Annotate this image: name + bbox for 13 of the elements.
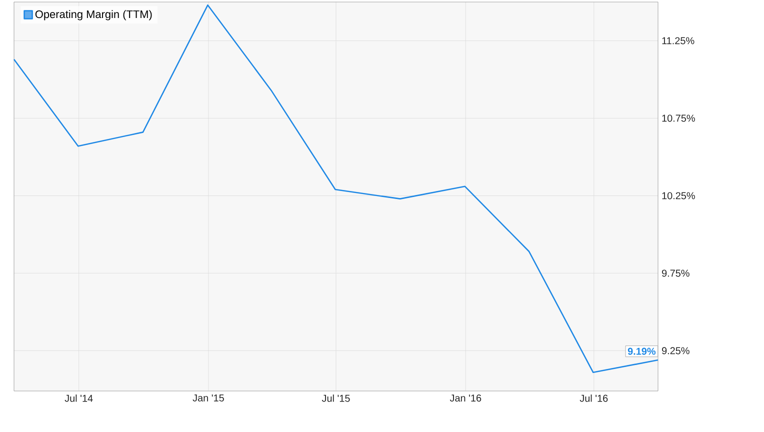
x-tick-label: Jul '14: [64, 394, 93, 402]
y-tick-label: 9.25%: [662, 347, 690, 354]
x-tick-label: Jul '16: [580, 394, 608, 402]
legend-label: Operating Margin (TTM): [35, 10, 152, 20]
y-tick-label: 9.75%: [662, 270, 690, 277]
x-tick-label: Jan '15: [192, 394, 224, 402]
x-tick-label: Jul '15: [322, 394, 350, 402]
line-series: [13, 4, 659, 374]
y-tick-label: 11.25%: [662, 37, 694, 44]
x-tick-label: Jan '16: [450, 394, 482, 402]
y-tick-label: 10.75%: [662, 114, 695, 122]
y-tick-label: 10.25%: [662, 192, 695, 200]
data-label: 9.19%: [628, 348, 656, 355]
